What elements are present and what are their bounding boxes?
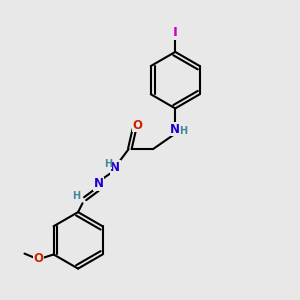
Text: N: N — [170, 123, 180, 136]
Text: O: O — [34, 251, 44, 265]
Text: N: N — [94, 177, 104, 190]
Text: H: H — [104, 159, 112, 169]
Text: O: O — [133, 118, 142, 131]
Text: H: H — [72, 191, 80, 201]
Text: N: N — [110, 161, 120, 174]
Text: H: H — [179, 126, 188, 136]
Text: I: I — [173, 26, 178, 39]
